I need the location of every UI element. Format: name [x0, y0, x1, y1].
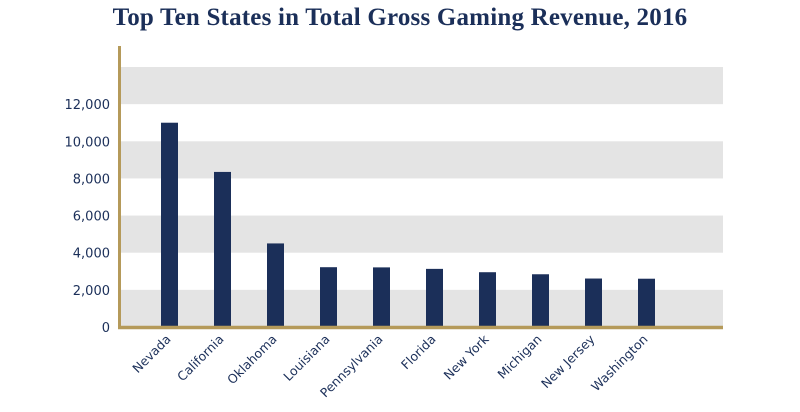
x-tick-label: Florida	[398, 332, 439, 373]
bar-pennsylvania	[373, 267, 390, 327]
grid-band	[121, 215, 723, 253]
bar-new-york	[479, 272, 496, 327]
bars	[161, 122, 655, 327]
grid-band	[121, 141, 723, 179]
bar-louisiana	[320, 267, 337, 327]
x-tick-label: Washington	[588, 332, 651, 395]
bar-florida	[426, 268, 443, 327]
bar-nevada	[161, 122, 178, 327]
chart-title: Top Ten States in Total Gross Gaming Rev…	[112, 4, 688, 31]
grid-band	[121, 289, 723, 327]
y-tick-label: 2,000	[73, 284, 110, 299]
grid-band	[121, 67, 723, 105]
bar-michigan	[532, 274, 549, 327]
bar-washington	[638, 278, 655, 327]
x-tick-label: Oklahoma	[224, 332, 280, 388]
y-tick-label: 0	[102, 321, 110, 336]
grid-bands	[121, 67, 723, 327]
y-tick-label: 6,000	[73, 210, 110, 225]
bar-new-jersey	[585, 278, 602, 327]
y-tick-label: 8,000	[73, 172, 110, 187]
y-tick-label: 12,000	[65, 98, 111, 113]
axes	[118, 46, 723, 330]
x-tick-label: Michigan	[494, 332, 544, 382]
y-tick-label: 10,000	[65, 135, 111, 150]
x-tick-label: New York	[441, 331, 493, 383]
x-tick-label: Nevada	[129, 332, 173, 376]
bar-california	[214, 171, 231, 327]
bar-oklahoma	[267, 243, 284, 327]
x-tick-label: Louisiana	[280, 332, 332, 384]
y-tick-labels: 0 2,000 4,000 6,000 8,000 10,000 12,000	[65, 98, 111, 336]
x-tick-label: California	[174, 332, 227, 385]
y-tick-label: 4,000	[73, 247, 110, 262]
